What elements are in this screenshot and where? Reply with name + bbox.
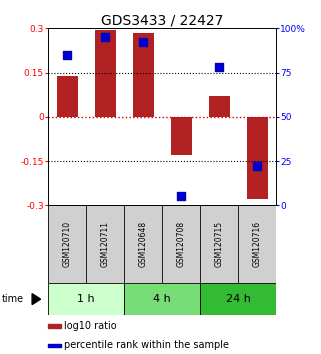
Point [65, 52, 70, 58]
Text: 24 h: 24 h [226, 294, 250, 304]
Text: log10 ratio: log10 ratio [64, 321, 116, 331]
Text: time: time [2, 294, 24, 304]
Text: percentile rank within the sample: percentile rank within the sample [64, 341, 229, 350]
Text: GSM120715: GSM120715 [214, 221, 224, 267]
Title: GDS3433 / 22427: GDS3433 / 22427 [101, 13, 223, 27]
Point [141, 40, 146, 45]
Bar [48, 283, 124, 315]
Point [255, 164, 260, 169]
Bar [247, 117, 267, 199]
Bar [48, 324, 61, 327]
Text: GSM120711: GSM120711 [100, 221, 110, 267]
Text: GSM120648: GSM120648 [139, 221, 148, 267]
Bar [124, 283, 200, 315]
Bar [48, 344, 61, 347]
Text: 4 h: 4 h [153, 294, 171, 304]
Bar [209, 96, 230, 117]
Bar [200, 283, 276, 315]
Bar [133, 33, 153, 117]
Bar [57, 75, 78, 117]
Text: GSM120710: GSM120710 [63, 221, 72, 267]
Bar [171, 117, 192, 155]
Bar [95, 30, 116, 117]
Point [216, 64, 221, 70]
Text: GSM120716: GSM120716 [253, 221, 262, 267]
Point [178, 194, 184, 199]
Text: 1 h: 1 h [77, 294, 95, 304]
Point [102, 34, 108, 40]
Text: GSM120708: GSM120708 [177, 221, 186, 267]
